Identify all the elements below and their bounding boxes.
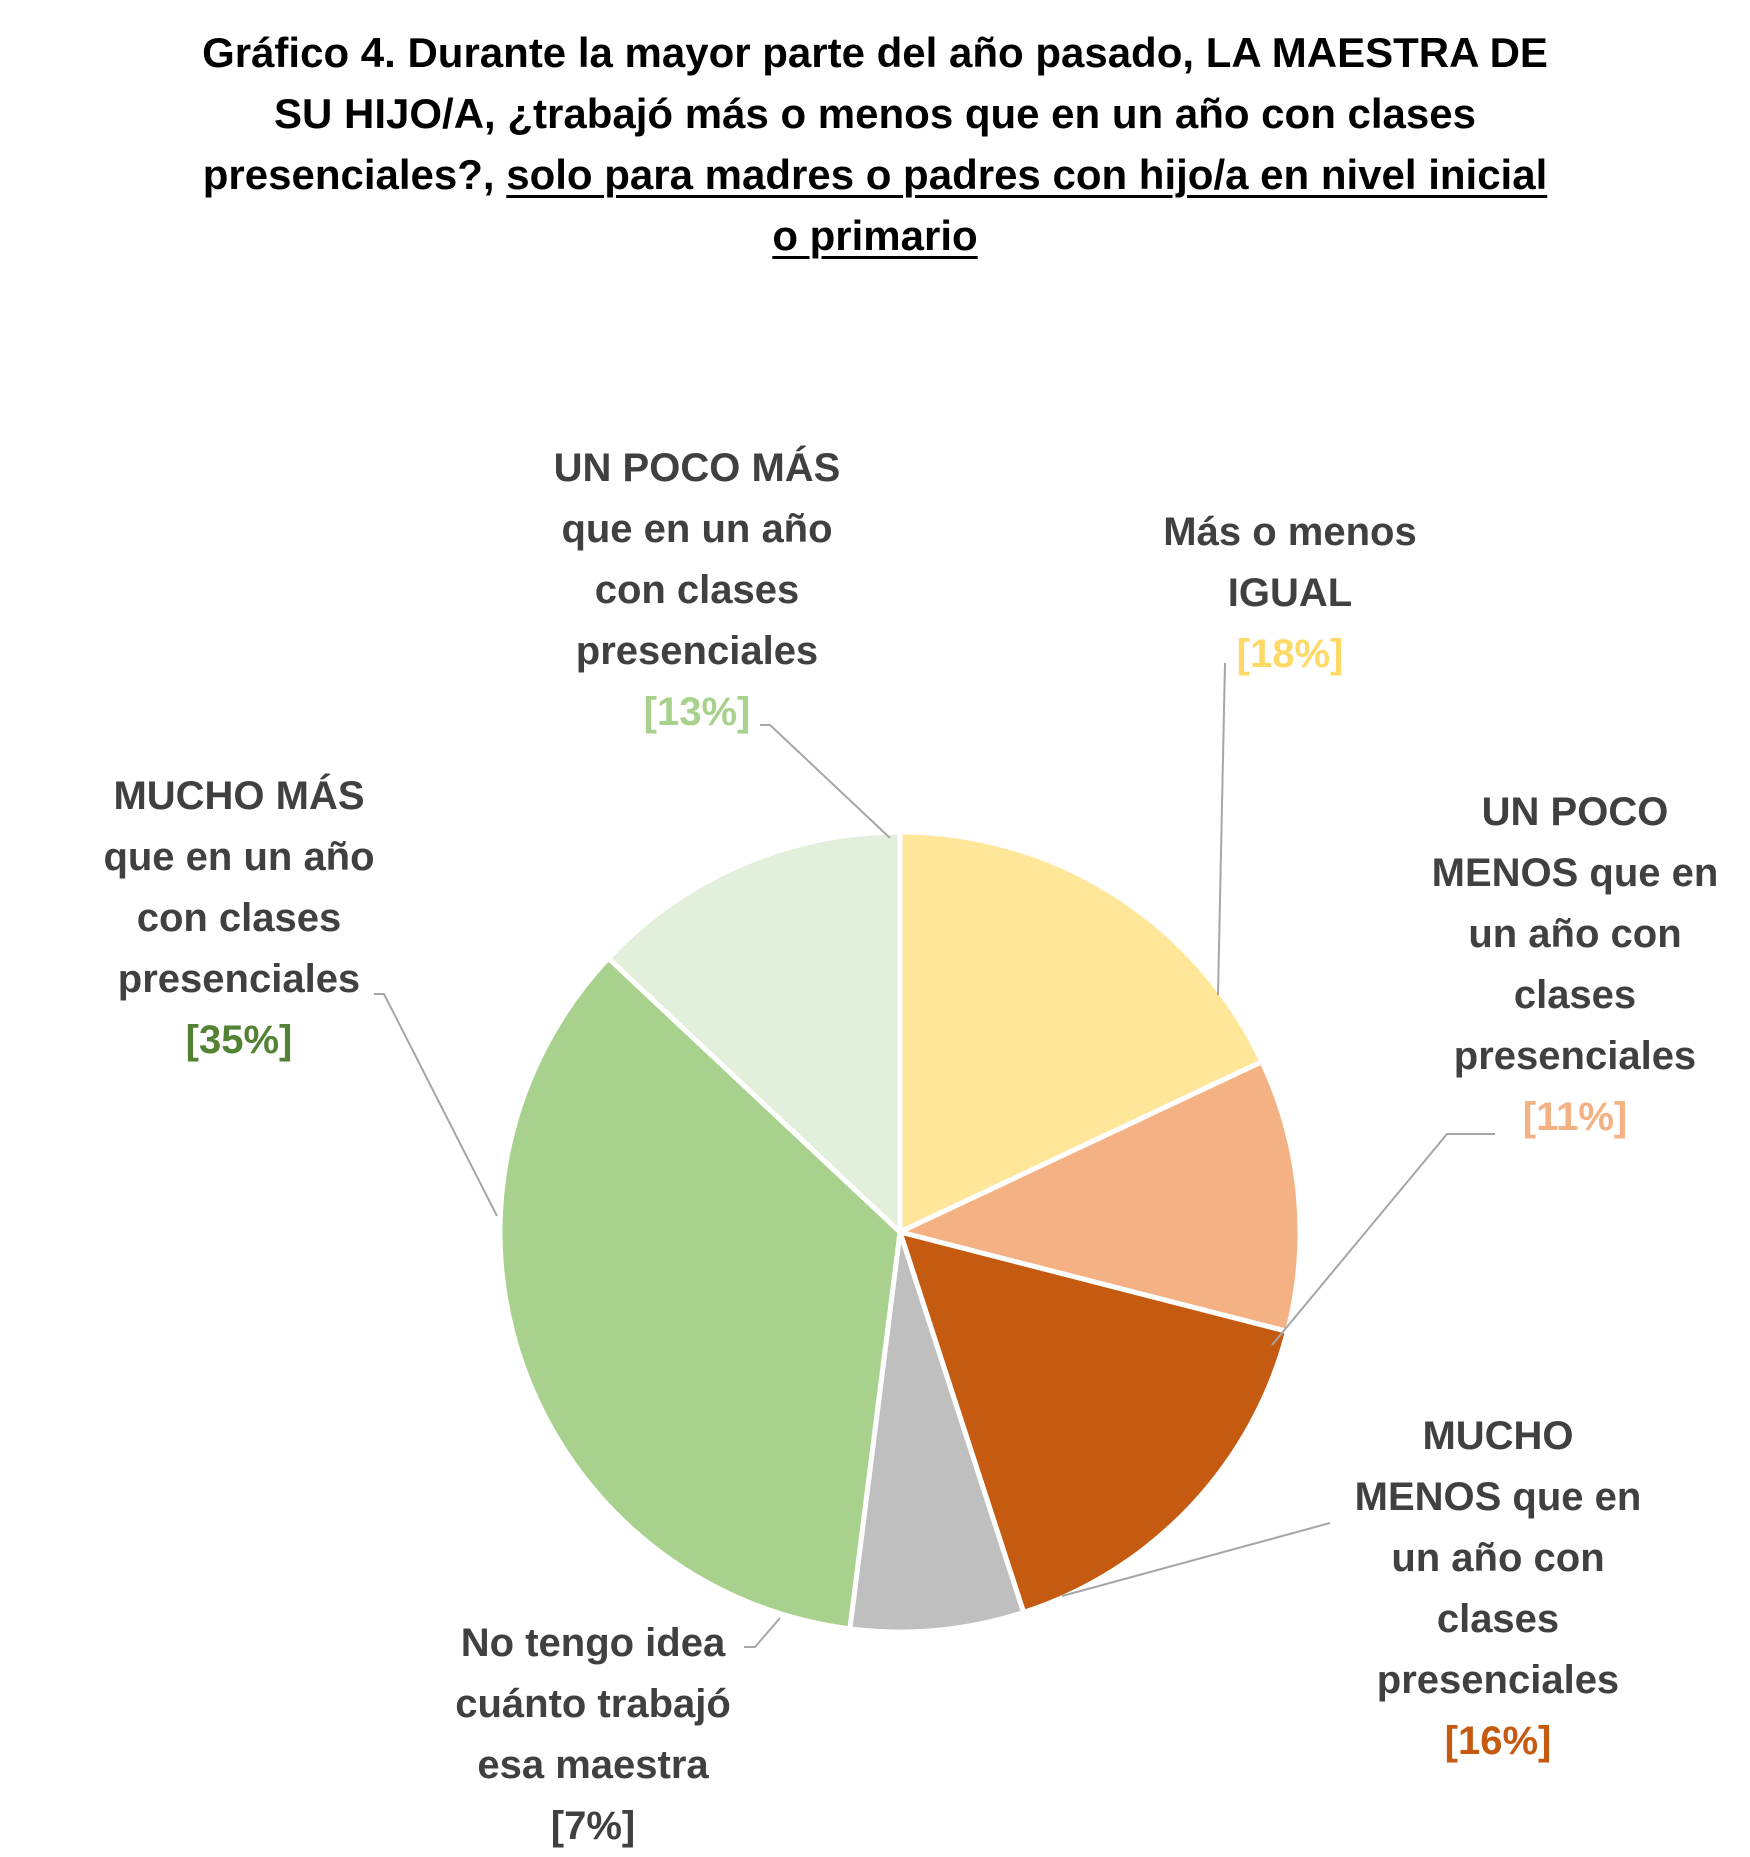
slice-label-5-line-2: con clases [594,568,800,612]
title-line-4-underlined: o primario [772,212,978,259]
title-line-3-plain: presenciales?, [202,151,507,198]
pie-slice-4 [497,955,903,1632]
slice-label-4-line-3: presenciales [117,957,361,1001]
pie-slice-1 [897,1059,1303,1334]
title-line-1: Gráfico 4. Durante la mayor parte del añ… [202,29,1548,76]
pie-slice-3 [847,1229,1027,1635]
slice-label-2-line-1: MENOS que en [1354,1475,1642,1519]
slice-label-1: UN POCO MENOS que en un año con clases prese… [1375,782,1750,1148]
slice-label-0: Más o menos IGUAL [18%] [1090,502,1490,685]
slice-label-0-line-0: Más o menos [1163,510,1417,554]
slice-label-4: MUCHO MÁS que en un año con clases presenci… [39,766,439,1071]
slice-label-4-line-2: con clases [136,896,342,940]
slice-label-2-line-2: un año con [1391,1536,1605,1580]
slice-label-2-line-3: clases [1436,1597,1560,1641]
title-line-2: SU HIJO/A, ¿trabajó más o menos que en u… [274,90,1476,137]
leader-line-2 [1061,1522,1331,1597]
slice-label-1-line-4: presenciales [1453,1034,1697,1078]
slice-value-label-5: [13%] [643,690,751,734]
pie-slices [497,829,1303,1635]
leader-line-3 [744,1617,781,1648]
slice-label-5-line-1: que en un año [561,507,833,551]
slice-value-label-2: [16%] [1444,1719,1552,1763]
leader-line-1 [1271,1133,1495,1346]
slice-label-4-line-1: que en un año [103,835,375,879]
slice-label-5: UN POCO MÁS que en un año con clases presen… [497,438,897,743]
pie-slice-5 [605,829,903,1235]
leader-line-4 [374,993,498,1217]
leader-line-5 [760,724,891,839]
slice-label-2: MUCHO MENOS que en un año con clases presenc… [1298,1406,1698,1772]
slice-value-label-4: [35%] [185,1018,293,1062]
slice-value-label-1: [11%] [1522,1095,1628,1139]
slice-label-5-line-3: presenciales [575,629,819,673]
chart-title: Gráfico 4. Durante la mayor parte del añ… [0,22,1750,266]
slice-label-4-line-0: MUCHO MÁS [113,774,365,818]
slice-label-2-line-0: MUCHO [1422,1414,1574,1458]
leader-line-0 [1217,662,1226,996]
slice-label-1-line-2: un año con [1468,912,1682,956]
slice-label-3-line-1: cuánto trabajó [455,1682,731,1726]
slice-value-label-0: [18%] [1236,632,1344,676]
slice-label-1-line-3: clases [1513,973,1637,1017]
pie-slice-0 [897,829,1265,1235]
slice-label-1-line-0: UN POCO [1481,790,1669,834]
leader-lines [374,662,1495,1648]
slice-label-3-line-2: esa maestra [477,1743,709,1787]
slice-label-0-line-1: IGUAL [1227,571,1353,615]
title-line-4: o primario [0,205,1750,266]
slice-label-1-line-1: MENOS que en [1431,851,1719,895]
title-line-3-underlined: solo para madres o padres con hijo/a en … [506,151,1548,198]
slice-label-3: No tengo idea cuánto trabajó esa maestra [7… [393,1613,793,1857]
slice-label-3-line-0: No tengo idea [460,1621,726,1665]
slice-label-2-line-4: presenciales [1376,1658,1620,1702]
slice-label-5-line-0: UN POCO MÁS [553,446,841,490]
slice-value-label-3: [7%] [550,1804,636,1848]
title-line-3: presenciales?, solo para madres o padres… [0,144,1750,205]
